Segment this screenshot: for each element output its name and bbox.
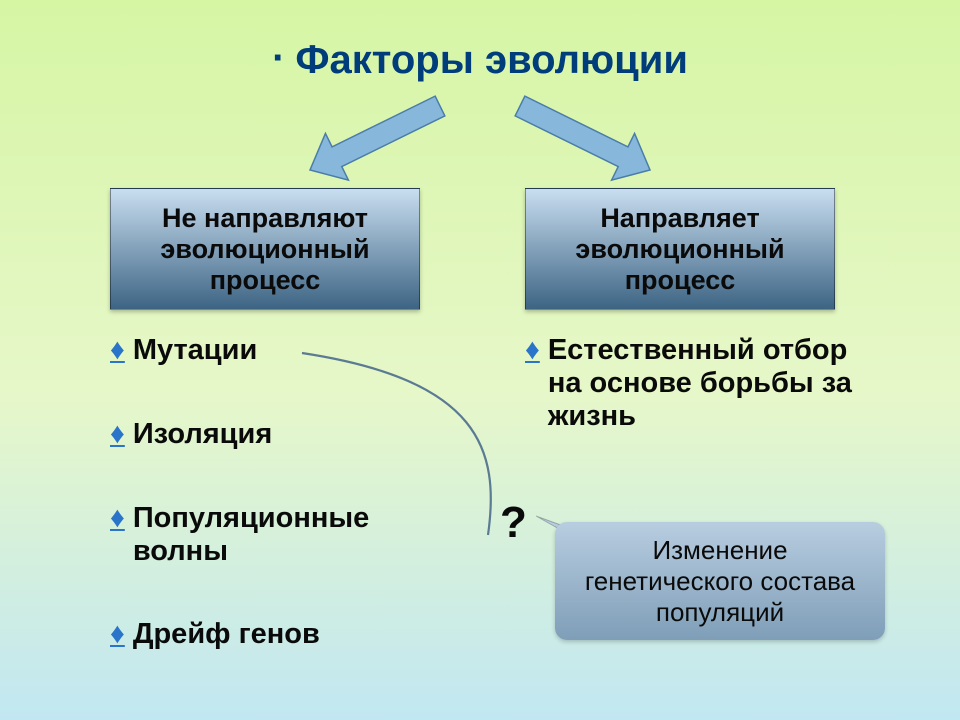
box-not-directing: Не направляют эволюционный процесс — [110, 188, 420, 310]
diamond-bullet-icon: ♦ — [110, 334, 125, 367]
diamond-bullet-icon: ♦ — [110, 502, 125, 535]
list-item-label: Дрейф генов — [133, 618, 320, 651]
list-item: ♦Естественный отбор на основе борьбы за … — [525, 334, 865, 433]
diamond-bullet-icon: ♦ — [110, 618, 125, 651]
connector-curve — [292, 343, 510, 545]
slide-title: ·Факторы эволюции — [0, 38, 960, 83]
title-bullet: · — [272, 36, 285, 80]
arrow-right — [490, 76, 680, 200]
list-item: ♦Дрейф генов — [110, 618, 450, 651]
list-item-label: Изоляция — [133, 418, 272, 451]
callout-text: Изменение генетического состава популяци… — [571, 535, 869, 628]
box-not-directing-label: Не направляют эволюционный процесс — [125, 203, 405, 296]
callout-box: Изменение генетического состава популяци… — [555, 522, 885, 640]
box-directing: Направляет эволюционный процесс — [525, 188, 835, 310]
question-mark: ? — [500, 498, 527, 548]
box-directing-label: Направляет эволюционный процесс — [540, 203, 820, 296]
list-item-label: Естественный отбор на основе борьбы за ж… — [548, 334, 865, 433]
diamond-bullet-icon: ♦ — [110, 418, 125, 451]
list-item-label: Мутации — [133, 334, 257, 367]
diamond-bullet-icon: ♦ — [525, 334, 540, 367]
arrow-left — [280, 76, 470, 200]
